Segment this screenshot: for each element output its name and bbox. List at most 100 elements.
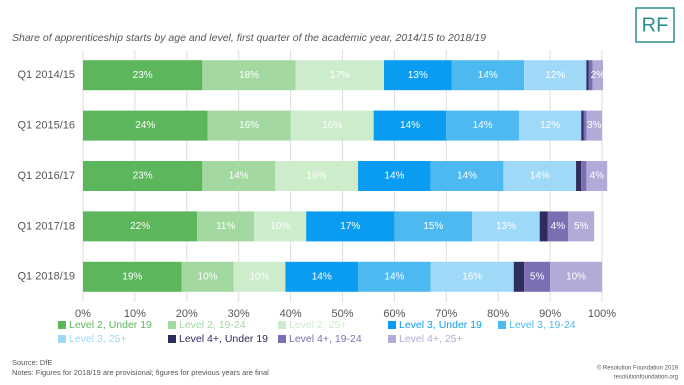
- data-label: 15%: [423, 221, 443, 232]
- x-tick-label: 20%: [176, 308, 198, 320]
- data-label: 5%: [574, 221, 589, 232]
- data-label: 3%: [587, 120, 602, 131]
- bar-segment: [83, 261, 182, 292]
- x-tick-label: 30%: [228, 308, 250, 320]
- data-label: 5%: [530, 271, 545, 282]
- data-label: 4%: [590, 171, 605, 182]
- bar-segment: [524, 60, 587, 91]
- legend-swatch: [388, 335, 396, 343]
- bar-segment: [547, 211, 569, 242]
- y-tick-label: Q1 2016/17: [18, 170, 76, 182]
- bar-segment: [83, 161, 203, 191]
- legend-label: Level 4+, Under 19: [179, 333, 268, 345]
- legend-label: Level 2, Under 19: [69, 319, 152, 331]
- data-label: 16%: [239, 120, 259, 131]
- legend-label: Level 2, 19-24: [179, 319, 246, 331]
- data-label: 4%: [551, 221, 566, 232]
- legend-swatch: [168, 321, 176, 329]
- bar-segment: [285, 261, 359, 292]
- bar-segment: [181, 261, 234, 292]
- data-label: 23%: [133, 70, 153, 81]
- bar-segment: [503, 161, 577, 191]
- data-label: 14%: [478, 70, 498, 81]
- legend-label: Level 3, 25+: [69, 333, 127, 345]
- legend-swatch: [168, 335, 176, 343]
- data-label: 13%: [408, 70, 428, 81]
- data-label: 13%: [496, 221, 516, 232]
- data-label: 10%: [566, 271, 586, 282]
- bar-segment: [202, 60, 296, 91]
- bar-segment: [290, 110, 374, 141]
- data-label: 18%: [239, 70, 259, 81]
- bar-segment: [592, 60, 604, 91]
- data-label: 14%: [457, 171, 477, 182]
- x-tick-label: 40%: [280, 308, 302, 320]
- y-tick-label: Q1 2014/15: [18, 69, 76, 81]
- x-tick-label: 60%: [383, 308, 405, 320]
- bar-segment: [83, 110, 208, 141]
- bar-segment: [295, 60, 385, 91]
- legend-swatch: [498, 321, 506, 329]
- bar-segment: [513, 261, 525, 292]
- bar-segment: [576, 161, 582, 191]
- logo-box: [635, 7, 675, 43]
- bar-segment: [202, 161, 276, 191]
- data-label: 16%: [322, 120, 342, 131]
- bar-segment: [358, 261, 431, 292]
- notes: Notes: Figures for 2018/19 are provision…: [12, 368, 269, 377]
- bar-segment: [254, 211, 307, 242]
- bar-segment: [518, 110, 582, 141]
- bar-segment: [583, 110, 587, 141]
- bar-segment: [275, 161, 359, 191]
- bar-segment: [586, 110, 602, 141]
- chart-title: Share of apprenticeship starts by age an…: [12, 32, 486, 44]
- bar-segment: [430, 161, 504, 191]
- bar-segment: [233, 261, 286, 292]
- bar-segment: [524, 261, 551, 292]
- y-tick-label: Q1 2017/18: [18, 220, 76, 232]
- legend-label: Level 3, 19-24: [509, 319, 576, 331]
- data-label: 24%: [135, 120, 155, 131]
- credit: © Resolution Foundation 2019: [597, 365, 679, 372]
- y-tick-label: Q1 2015/16: [18, 120, 76, 132]
- bar-segment: [586, 161, 608, 191]
- bar-segment: [451, 60, 525, 91]
- bar-segment: [207, 110, 291, 141]
- data-label: 11%: [216, 221, 235, 232]
- legend-swatch: [58, 321, 66, 329]
- data-label: 12%: [545, 70, 565, 81]
- bar-segment: [83, 60, 203, 91]
- bar-segment: [539, 211, 548, 242]
- data-label: 10%: [198, 271, 218, 282]
- legend-swatch: [278, 321, 286, 329]
- bar-segment: [588, 60, 593, 91]
- data-label: 10%: [270, 221, 290, 232]
- bar-segment: [306, 211, 395, 242]
- data-label: 14%: [400, 120, 420, 131]
- data-label: 14%: [229, 171, 249, 182]
- source: Source: DfE: [12, 358, 52, 367]
- logo: RF: [642, 14, 669, 36]
- data-label: 14%: [312, 271, 332, 282]
- bar-segment: [197, 211, 255, 242]
- bar-segment: [581, 110, 584, 141]
- data-label: 23%: [133, 171, 153, 182]
- data-label: 19%: [122, 271, 142, 282]
- bar-segment: [430, 261, 514, 292]
- bar-segment: [472, 211, 540, 242]
- legend-label: Level 4+, 25+: [399, 333, 463, 345]
- x-tick-label: 10%: [124, 308, 146, 320]
- bar-segment: [550, 261, 602, 292]
- data-label: 10%: [249, 271, 269, 282]
- bar-segment: [446, 110, 519, 141]
- x-tick-label: 90%: [539, 308, 561, 320]
- bar-segment: [358, 161, 431, 191]
- x-tick-label: 70%: [435, 308, 457, 320]
- data-label: 14%: [384, 271, 404, 282]
- x-tick-label: 50%: [331, 308, 353, 320]
- legend-label: Level 4+, 19-24: [289, 333, 362, 345]
- data-label: 17%: [340, 221, 360, 232]
- data-label: 16%: [307, 171, 327, 182]
- x-tick-label: 0%: [75, 308, 91, 320]
